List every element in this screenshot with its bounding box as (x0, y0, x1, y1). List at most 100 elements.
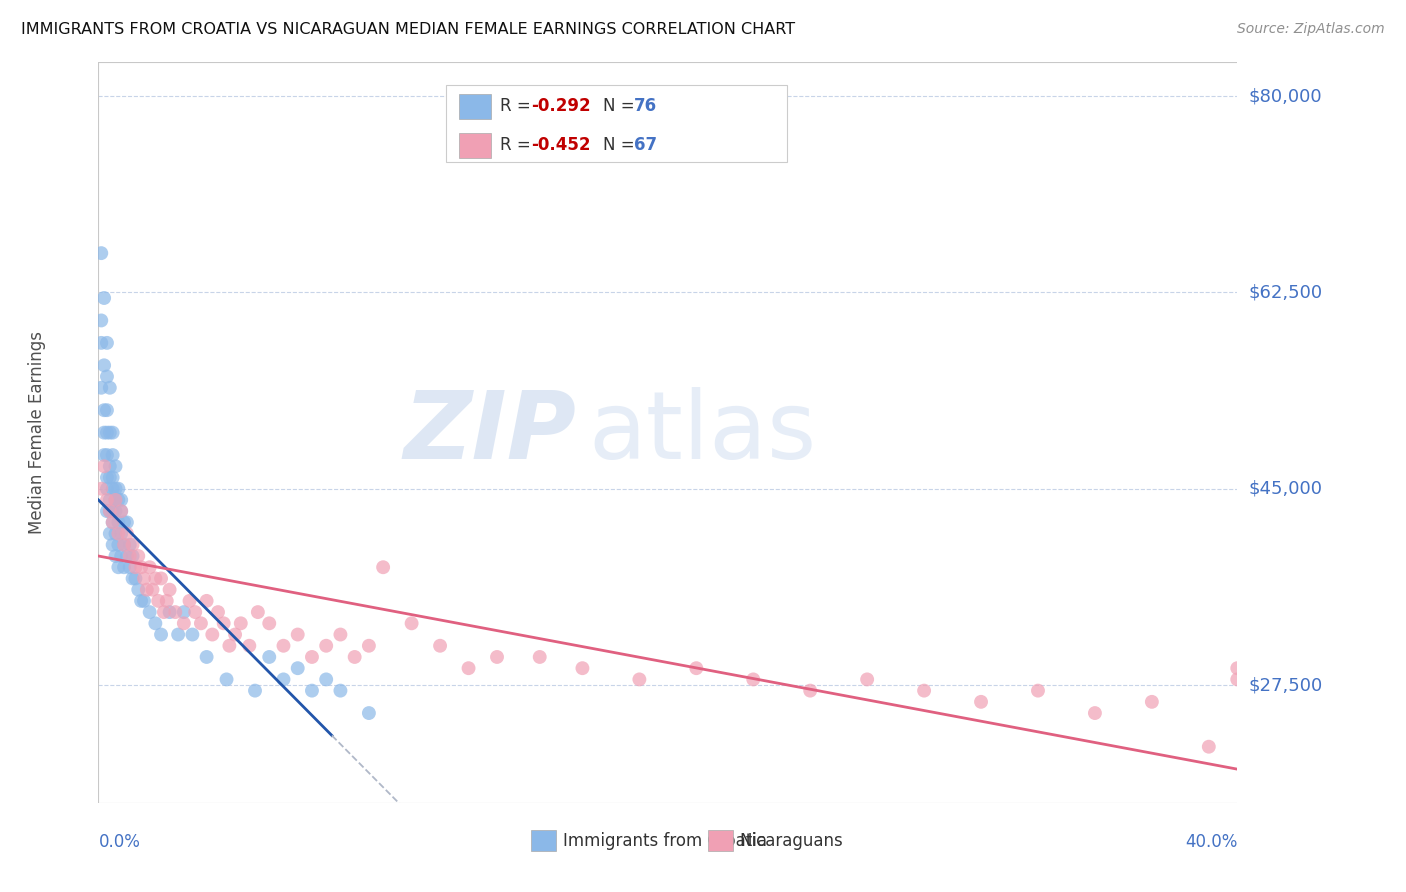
Point (229, 616, 252, 631)
Point (150, 627, 173, 641)
FancyBboxPatch shape (531, 830, 557, 851)
Point (141, 582, 163, 597)
Point (159, 582, 181, 597)
Point (112, 538, 135, 552)
Point (159, 605, 181, 619)
Text: Nicaraguans: Nicaraguans (740, 831, 844, 849)
Point (685, 661, 707, 675)
Text: 0.0%: 0.0% (98, 833, 141, 851)
Point (104, 549, 127, 563)
Point (138, 605, 160, 619)
Text: R =: R = (501, 97, 537, 115)
Point (96, 482, 118, 496)
Text: Immigrants from Croatia: Immigrants from Croatia (562, 831, 768, 849)
Point (148, 594, 170, 608)
Point (107, 516, 129, 530)
Point (101, 516, 124, 530)
Point (112, 516, 135, 530)
Point (129, 560, 152, 574)
Point (93, 425, 115, 440)
Point (429, 639, 451, 653)
Point (165, 605, 187, 619)
Point (115, 526, 138, 541)
Point (912, 683, 935, 698)
Text: $45,000: $45,000 (1249, 480, 1323, 498)
Point (259, 650, 281, 665)
Point (110, 504, 132, 518)
Point (115, 549, 138, 563)
Point (1084, 706, 1107, 720)
Point (98, 470, 121, 484)
Point (93, 291, 115, 305)
Point (238, 639, 260, 653)
Point (96, 369, 118, 384)
Point (124, 571, 146, 585)
Point (329, 627, 352, 641)
Point (127, 582, 149, 597)
Point (401, 616, 423, 631)
Text: $62,500: $62,500 (1249, 284, 1323, 301)
Text: atlas: atlas (588, 386, 817, 479)
Text: 40.0%: 40.0% (1185, 833, 1237, 851)
Point (93, 459, 115, 474)
Point (195, 594, 218, 608)
Point (96, 470, 118, 484)
Point (107, 492, 129, 507)
Text: $27,500: $27,500 (1249, 676, 1323, 694)
Point (571, 661, 593, 675)
Point (156, 594, 179, 608)
Point (107, 482, 129, 496)
Point (1198, 739, 1220, 754)
Point (112, 538, 135, 552)
Text: $80,000: $80,000 (1249, 87, 1322, 105)
Point (195, 650, 218, 665)
Point (201, 627, 224, 641)
Point (207, 605, 229, 619)
Point (98, 459, 121, 474)
Point (628, 673, 651, 687)
Point (301, 683, 323, 698)
Text: IMMIGRANTS FROM CROATIA VS NICARAGUAN MEDIAN FEMALE EARNINGS CORRELATION CHART: IMMIGRANTS FROM CROATIA VS NICARAGUAN ME… (21, 22, 796, 37)
Point (104, 492, 127, 507)
Point (224, 627, 246, 641)
Point (96, 425, 118, 440)
Text: Median Female Earnings: Median Female Earnings (28, 331, 45, 534)
Point (96, 504, 118, 518)
Point (373, 560, 395, 574)
Point (104, 492, 127, 507)
Point (1226, 673, 1249, 687)
Point (212, 616, 235, 631)
Text: -0.452: -0.452 (531, 136, 591, 154)
Point (104, 504, 127, 518)
Point (98, 425, 121, 440)
Point (173, 616, 195, 631)
Text: N =: N = (603, 136, 640, 154)
Point (98, 504, 121, 518)
Point (529, 650, 551, 665)
FancyBboxPatch shape (460, 94, 491, 119)
Point (104, 459, 127, 474)
Point (218, 639, 240, 653)
Point (173, 605, 195, 619)
Point (107, 538, 129, 552)
Text: N =: N = (603, 97, 640, 115)
Point (357, 639, 380, 653)
Point (215, 673, 238, 687)
Point (121, 571, 143, 585)
Point (101, 538, 124, 552)
Point (121, 549, 143, 563)
Point (190, 616, 212, 631)
Point (90, 246, 112, 260)
Point (343, 650, 366, 665)
Point (90, 482, 112, 496)
Point (118, 560, 141, 574)
Point (1226, 661, 1249, 675)
Point (124, 560, 146, 574)
Point (132, 571, 155, 585)
Point (181, 627, 204, 641)
Text: Source: ZipAtlas.com: Source: ZipAtlas.com (1237, 22, 1385, 37)
Point (1140, 695, 1163, 709)
Point (138, 560, 160, 574)
Point (457, 661, 479, 675)
Point (90, 335, 112, 350)
